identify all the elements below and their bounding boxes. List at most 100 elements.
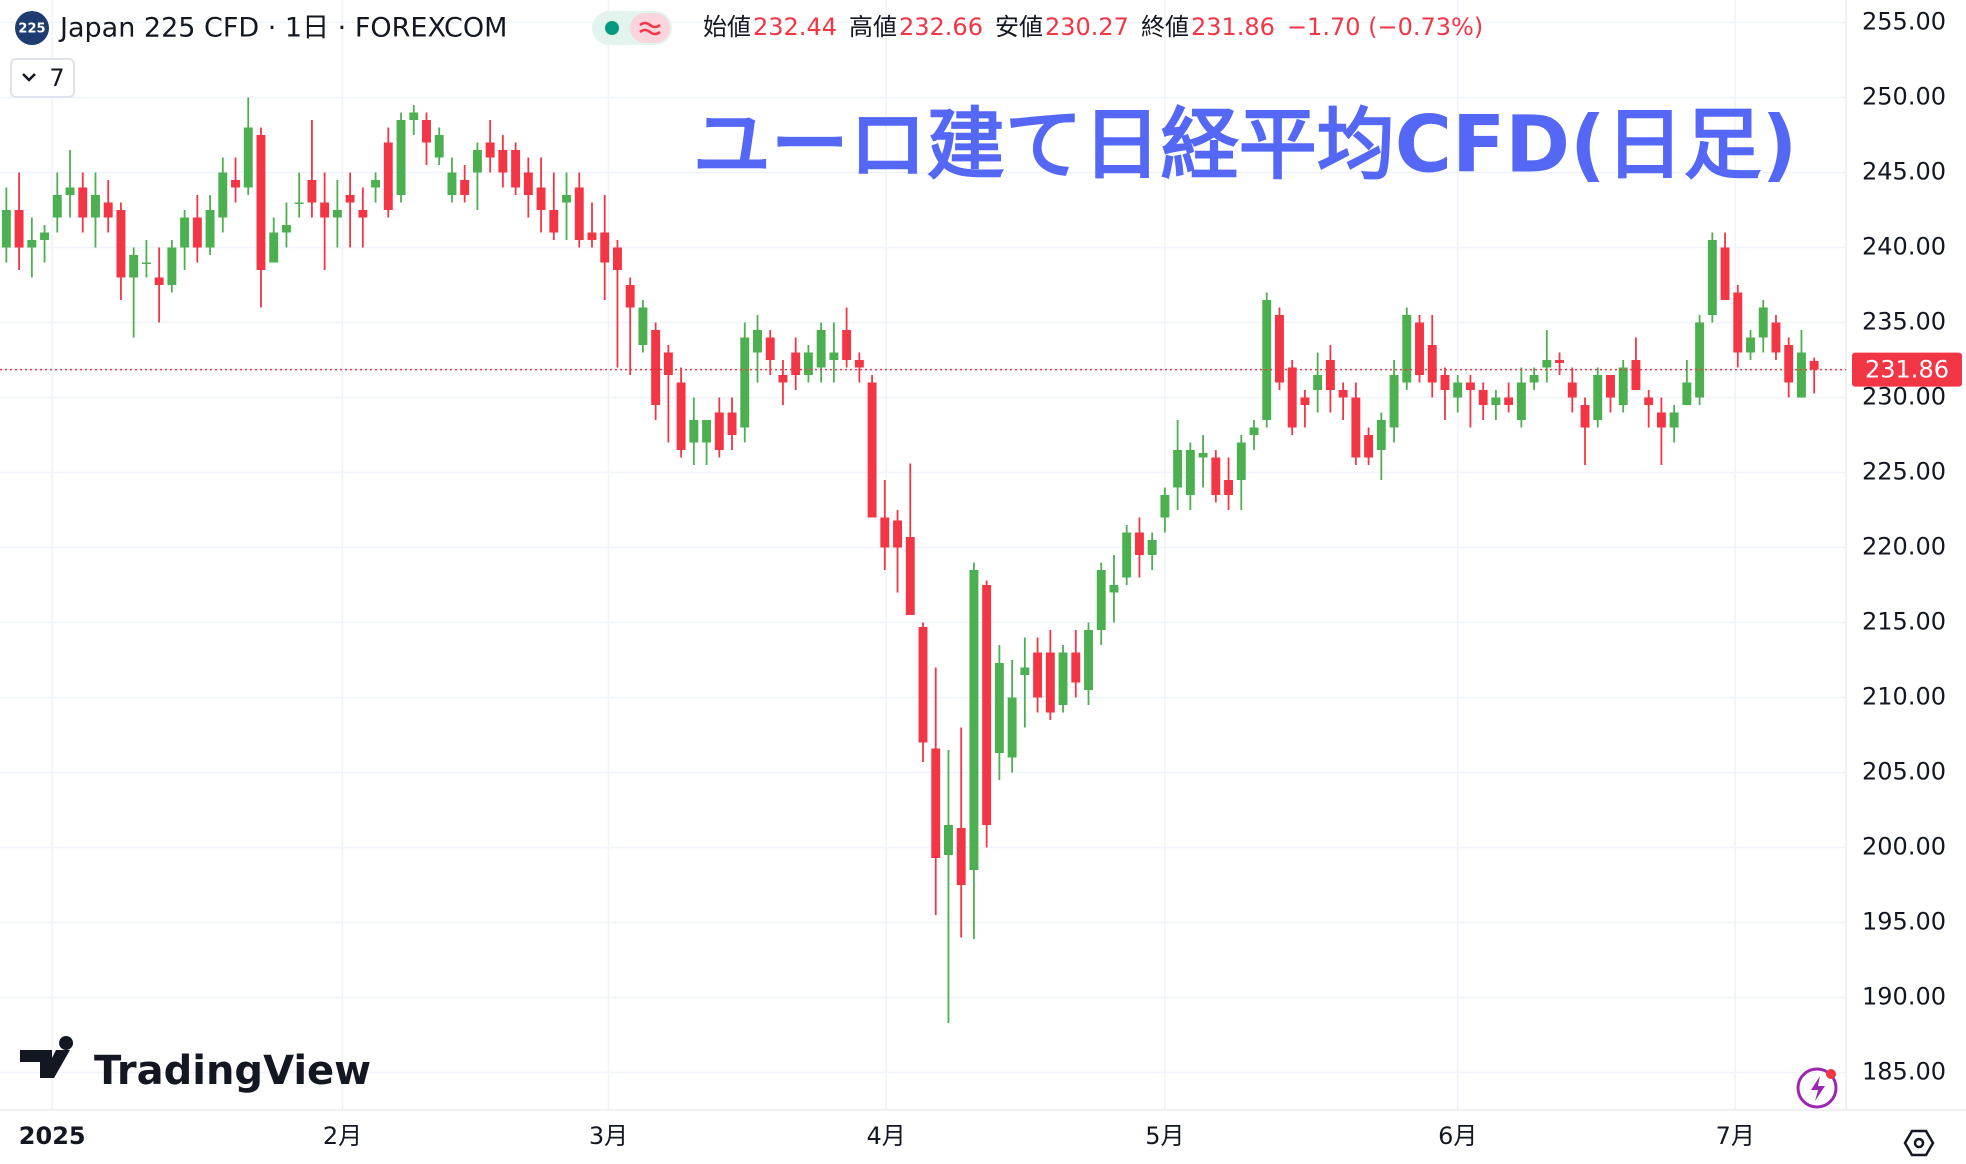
- candle-body: [1351, 397, 1361, 458]
- ohlc-label: 高値: [849, 13, 897, 41]
- candle-body: [1033, 652, 1043, 698]
- candle-body: [1122, 532, 1132, 578]
- candle-body: [1198, 453, 1208, 458]
- candle-body: [587, 232, 597, 240]
- candle-body: [1618, 367, 1628, 405]
- candle-body: [422, 120, 431, 143]
- candle-body: [1147, 540, 1157, 555]
- candle-body: [78, 187, 88, 218]
- candle-body: [1771, 322, 1781, 353]
- lightning-button[interactable]: [1796, 1067, 1838, 1109]
- ohlc-label: 終値: [1141, 13, 1189, 41]
- ohlc-legend: 始値 232.44 高値 232.66 安値 230.27 終値 231.86 −1.70 (−…: [703, 13, 1483, 41]
- candle-body: [192, 217, 202, 248]
- candle-body: [918, 627, 928, 743]
- badge-text: 225: [18, 22, 45, 37]
- interval-value: 7: [49, 64, 64, 92]
- candle-body: [523, 172, 533, 195]
- candle-body: [1, 210, 11, 248]
- candle-body: [1313, 375, 1323, 390]
- candle-body: [1325, 360, 1335, 390]
- candle-body: [663, 352, 673, 375]
- candle-body: [332, 210, 342, 218]
- candle-body: [40, 232, 50, 240]
- candle-body: [1656, 412, 1666, 428]
- candle-body: [345, 195, 355, 203]
- candle-body: [1338, 390, 1348, 398]
- candle-body: [1809, 360, 1819, 370]
- candle-body: [1236, 442, 1246, 480]
- candle-body: [1134, 532, 1144, 555]
- candle-body: [371, 180, 381, 188]
- candle-body: [854, 360, 864, 368]
- candle-body: [1631, 360, 1641, 390]
- candle-body: [702, 420, 712, 443]
- candle-body: [180, 217, 190, 248]
- candle-body: [689, 420, 699, 443]
- candle-body: [91, 195, 100, 218]
- candle-body: [1173, 450, 1183, 488]
- y-tick-label: 230.00: [1862, 383, 1946, 411]
- symbol-title[interactable]: Japan 225 CFD · 1日 · FOREXCOM: [58, 13, 507, 44]
- candle-body: [727, 412, 737, 435]
- y-tick-label: 250.00: [1862, 83, 1946, 111]
- candle-body: [1364, 435, 1374, 458]
- candle-body: [880, 517, 890, 548]
- candle-body: [562, 195, 571, 203]
- candle-body: [714, 412, 724, 450]
- candle-body: [434, 135, 444, 158]
- candle-body: [1695, 322, 1705, 398]
- candle-body: [1758, 307, 1768, 338]
- candle-body: [14, 210, 24, 248]
- candle-body: [1096, 570, 1106, 630]
- candle-body: [1007, 697, 1017, 758]
- watermark-text: TradingView: [94, 1048, 371, 1094]
- candle-body: [52, 195, 62, 218]
- candle-body: [460, 180, 470, 195]
- candle-body: [1427, 345, 1437, 383]
- settings-dot: [1913, 1137, 1925, 1149]
- candle-body: [447, 172, 457, 195]
- settings-button[interactable]: [1903, 1129, 1935, 1157]
- candle-body: [905, 537, 915, 615]
- y-tick-label: 255.00: [1862, 8, 1946, 36]
- candle-body: [358, 210, 368, 218]
- y-tick-label: 190.00: [1862, 983, 1946, 1011]
- candle-body: [1580, 405, 1590, 428]
- status-pill[interactable]: [630, 13, 670, 43]
- grid: [0, 0, 1846, 1110]
- candle-body: [765, 337, 775, 360]
- candle-body: [994, 663, 1004, 753]
- candle-body: [383, 142, 393, 210]
- candle-body: [956, 828, 966, 885]
- y-tick-label: 245.00: [1862, 158, 1946, 186]
- candle-body: [778, 375, 788, 383]
- y-tick-label: 240.00: [1862, 233, 1946, 261]
- x-tick-label: 2025: [19, 1122, 86, 1150]
- candle-body: [625, 285, 635, 308]
- candle-body: [1300, 397, 1310, 405]
- candle-body: [1606, 375, 1615, 398]
- candle-body: [294, 202, 304, 204]
- y-tick-label: 235.00: [1862, 308, 1946, 336]
- y-tick-label: 195.00: [1862, 908, 1946, 936]
- candle-body: [1567, 382, 1577, 398]
- candle-body: [1529, 375, 1539, 383]
- candle-body: [1058, 652, 1068, 705]
- candle-body: [256, 135, 266, 270]
- candle-body: [511, 150, 521, 188]
- candle-body: [1071, 652, 1081, 683]
- candle-body: [320, 202, 330, 218]
- symbol-badge[interactable]: [15, 11, 49, 45]
- y-tick-label: 210.00: [1862, 683, 1946, 711]
- interval-button[interactable]: [10, 58, 75, 98]
- candle-body: [1465, 382, 1475, 390]
- candle-body: [1720, 247, 1730, 300]
- candle-body: [1669, 412, 1679, 428]
- candle-body: [243, 127, 253, 188]
- candle-body: [1262, 300, 1272, 420]
- candle-body: [1415, 322, 1424, 375]
- candle-body: [1211, 457, 1221, 495]
- y-tick-label: 205.00: [1862, 758, 1946, 786]
